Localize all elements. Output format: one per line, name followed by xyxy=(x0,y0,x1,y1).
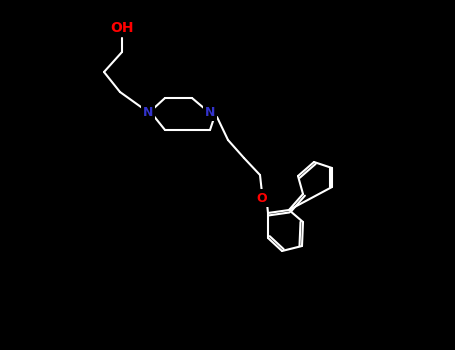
Text: N: N xyxy=(205,105,215,119)
Text: N: N xyxy=(143,105,153,119)
Text: O: O xyxy=(257,191,268,204)
Text: OH: OH xyxy=(110,21,134,35)
